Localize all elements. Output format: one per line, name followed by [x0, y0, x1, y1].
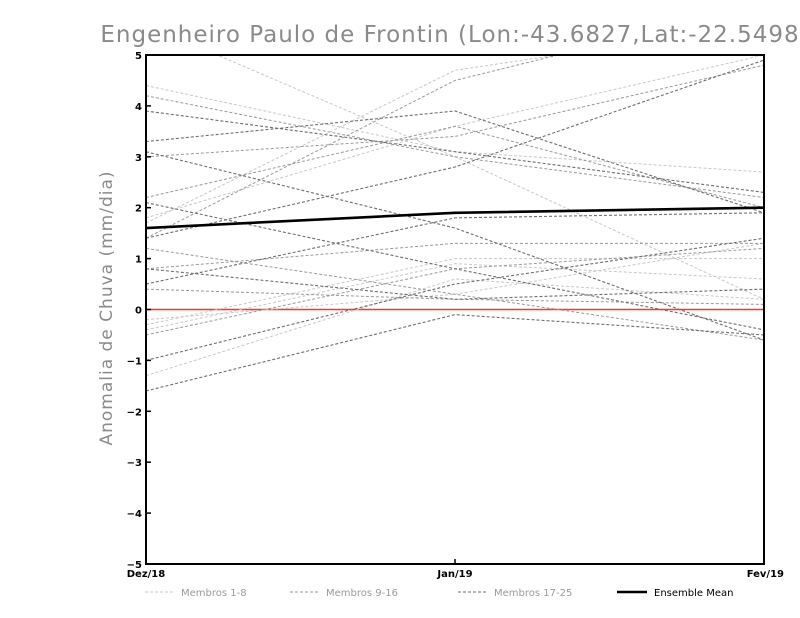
y-tick-label: −2: [127, 407, 142, 418]
member-series-line-16: [146, 247, 764, 341]
member-series-line-11: [146, 125, 764, 209]
member-series-line-10: [146, 64, 764, 158]
member-series-line-20: [146, 202, 764, 331]
x-tick-label: Fev/19: [747, 569, 784, 580]
y-tick-label: −4: [127, 509, 142, 520]
chart-title: Engenheiro Paulo de Frontin (Lon:-43.682…: [100, 22, 800, 48]
legend: Membros 1-8 Membros 9-16 Membros 17-25 Ense…: [145, 588, 733, 599]
y-tick-label: 4: [135, 102, 142, 113]
y-tick-label: 5: [135, 51, 142, 62]
legend-label-dark: Membros 17-25: [494, 588, 572, 599]
member-series-line-23: [146, 268, 764, 300]
x-tick-label: Dez/18: [127, 569, 166, 580]
ensemble-mean-line: [146, 206, 764, 230]
axis-layer: −5 −4 −3 −2 −1 0 1 2 3 4 5 Dez/18 Jan/19 Fev/19: [127, 51, 784, 580]
member-series-line-7: [146, 278, 764, 377]
member-series-line-2: [146, 55, 764, 219]
member-series-line-5: [146, 258, 764, 326]
member-series-line-18: [146, 110, 764, 214]
y-tick-label: −3: [127, 458, 142, 469]
legend-label-light: Membros 1-8: [181, 588, 247, 599]
legend-label-mean: Ensemble Mean: [654, 588, 733, 599]
member-series-line-12: [146, 55, 561, 239]
member-series-line-21: [146, 59, 764, 239]
member-series-line-24: [146, 237, 764, 361]
y-axis-label: Anomalia de Chuva (mm/dia): [97, 170, 117, 445]
member-series-line-1: [146, 85, 764, 173]
series-layer: [146, 55, 764, 392]
member-series-line-17: [146, 110, 764, 193]
member-series-line-14: [146, 288, 764, 305]
y-tick-label: 0: [135, 306, 142, 317]
y-tick-label: −1: [127, 356, 142, 367]
y-tick-label: 3: [135, 153, 142, 164]
member-series-line-19: [146, 151, 764, 341]
y-tick-label: 2: [135, 204, 142, 215]
member-series-line-4: [216, 55, 764, 300]
x-tick-label: Jan/19: [436, 569, 472, 580]
member-series-line-22: [146, 212, 764, 285]
member-series-line-6: [146, 263, 764, 331]
y-tick-label: 1: [135, 255, 142, 266]
member-series-line-9: [146, 95, 764, 199]
y-tick-label: −5: [127, 560, 142, 571]
member-series-line-25: [146, 314, 764, 392]
member-series-line-13: [146, 242, 764, 270]
legend-label-mid: Membros 9-16: [326, 588, 398, 599]
